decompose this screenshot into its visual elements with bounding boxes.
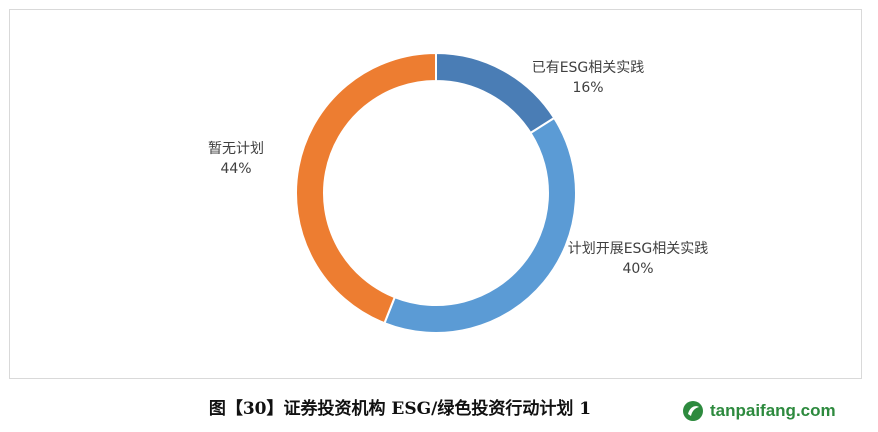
slice-label-planned: 计划开展ESG相关实践 40% — [556, 239, 720, 279]
watermark-text: tanpaifang.com — [710, 401, 836, 420]
watermark: tanpaifang.com — [682, 400, 836, 422]
figure-caption: 图【30】证券投资机构 ESG/绿色投资行动计划 1 — [208, 399, 592, 419]
slice-label-existing-name: 已有ESG相关实践 — [531, 60, 645, 76]
donut-chart — [295, 51, 577, 334]
slice-label-none-name: 暂无计划 — [208, 141, 264, 157]
donut-slice-none — [295, 51, 437, 325]
slice-label-existing: 已有ESG相关实践 16% — [508, 58, 668, 98]
slice-label-none: 暂无计划 44% — [196, 139, 276, 179]
slice-label-planned-name: 计划开展ESG相关实践 — [567, 241, 709, 257]
slice-label-planned-value: 40% — [622, 261, 654, 277]
slice-label-none-value: 44% — [220, 161, 252, 177]
slice-label-existing-value: 16% — [572, 80, 604, 96]
tanpaifang-logo-icon — [683, 401, 703, 421]
chart-area: 已有ESG相关实践 16% 计划开展ESG相关实践 40% 暂无计划 44% — [9, 9, 862, 379]
donut-slice-planned — [383, 116, 577, 334]
